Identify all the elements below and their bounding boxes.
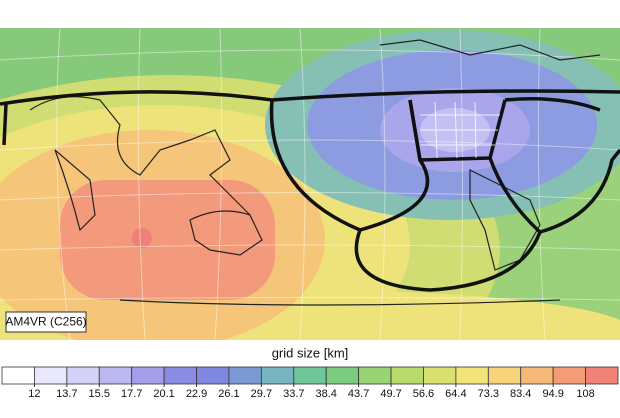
colorbar-bin (98, 366, 133, 385)
colorbar-bin (163, 366, 197, 385)
colorbar-bin (520, 366, 554, 385)
panel-edges (0, 89, 620, 292)
map (0, 28, 620, 340)
colorbar-tick-label: 94.9 (542, 388, 563, 400)
colorbar-bin (293, 366, 327, 385)
colorbar-tick-label: 15.5 (89, 388, 110, 400)
colorbar-tick-label: 108 (576, 388, 594, 400)
colorbar-bin (552, 366, 586, 385)
colorbar-bin (390, 366, 424, 385)
colorbar-tick-label: 38.4 (315, 388, 336, 400)
colorbar-title: grid size [km] (272, 345, 349, 360)
colorbar-tick-label: 22.9 (186, 388, 207, 400)
colorbar-tick-label: 33.7 (283, 388, 304, 400)
colorbar-bin (423, 366, 457, 385)
graticule (0, 28, 620, 340)
label-box (5, 311, 87, 333)
colorbar-bin (131, 366, 165, 385)
colorbar-tick-label: 26.1 (218, 388, 239, 400)
colorbar-bin (34, 366, 68, 385)
colorbar-bin (585, 366, 619, 385)
colorbar-tick-label: 12 (28, 388, 40, 400)
map-label: AM4VR (C256) (5, 315, 86, 329)
colorbar: 12 13.7 15.5 17.7 20.1 22.9 26.1 29.7 33.7 38.4 43… (1, 366, 619, 400)
colorbar-tick-label: 83.4 (510, 388, 531, 400)
colorbar-bin (260, 366, 295, 385)
colorbar-tick-label: 64.4 (445, 388, 466, 400)
colorbar-bin (455, 366, 489, 385)
colorbar-tick-label: 20.1 (153, 388, 174, 400)
colorbar-bin (487, 366, 522, 385)
colorbar-bin (358, 366, 392, 385)
colorbar-tick-label: 29.7 (251, 388, 272, 400)
colorbar-tick-label: 43.7 (348, 388, 369, 400)
colorbar-bin (1, 366, 35, 385)
colorbar-tick-label: 13.7 (56, 388, 77, 400)
colorbar-tick-label: 49.7 (380, 388, 401, 400)
colorbar-tick-label: 56.6 (413, 388, 434, 400)
colorbar-tick-label: 17.7 (121, 388, 142, 400)
colorbar-bin (325, 366, 360, 385)
colorbar-bin (66, 366, 100, 385)
colorbar-bin (228, 366, 262, 385)
map-zone (132, 228, 152, 248)
panel-grid (420, 101, 500, 159)
map-zone (60, 180, 275, 300)
colorbar-tick-label: 73.3 (478, 388, 499, 400)
colorbar-bin (196, 366, 230, 385)
